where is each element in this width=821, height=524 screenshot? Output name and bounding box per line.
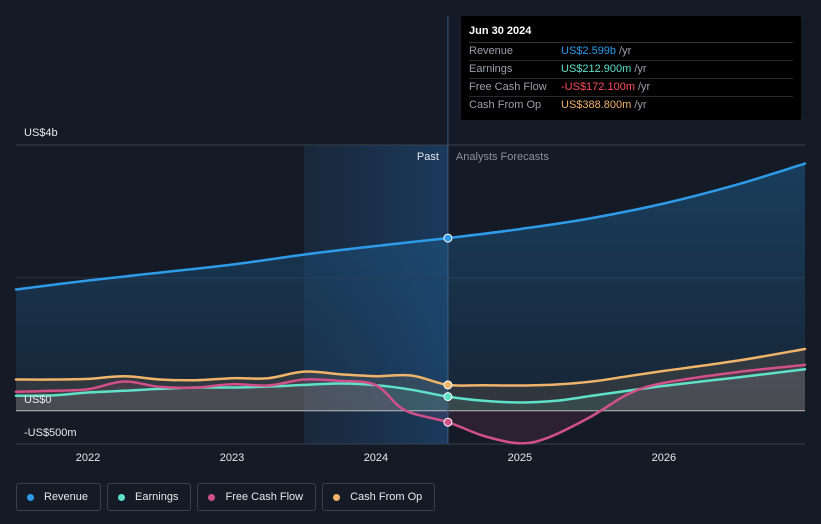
x-tick-label: 2026 — [652, 452, 676, 464]
legend-dot-icon — [27, 493, 34, 501]
tooltip-row-cfo: Cash From Op US$388.800m /yr — [469, 97, 793, 114]
tooltip-row-fcf: Free Cash Flow -US$172.100m /yr — [469, 79, 793, 97]
legend-item-cash-from-op[interactable]: Cash From Op — [322, 483, 436, 511]
area-cfo — [16, 349, 805, 411]
past-label: Past — [417, 151, 439, 163]
tooltip-row-value: US$2.599b — [561, 45, 617, 57]
legend-dot-icon — [118, 493, 126, 501]
tooltip-row-value: US$212.900m — [561, 63, 632, 75]
legend-item-revenue[interactable]: Revenue — [16, 483, 102, 511]
x-axis-ticks: 2022 2023 2024 2025 2026 — [76, 452, 676, 464]
tooltip-row-label: Revenue — [469, 45, 514, 57]
area-fcf — [16, 364, 805, 444]
tooltip-row-label: Free Cash Flow — [469, 81, 547, 93]
forecast-label: Analysts Forecasts — [456, 151, 549, 163]
x-tick-label: 2025 — [508, 452, 532, 464]
tooltip-row-unit: /yr — [619, 45, 632, 57]
y-label-top: US$4b — [24, 127, 58, 139]
tooltip-row-unit: /yr — [638, 81, 651, 93]
tooltip-row-label: Earnings — [469, 63, 513, 75]
x-tick-label: 2023 — [220, 452, 244, 464]
tooltip-row-earnings: Earnings US$212.900m /yr — [469, 61, 793, 79]
legend-dot-icon — [208, 493, 216, 501]
series-markers — [443, 233, 453, 427]
line-cfo — [14, 347, 807, 387]
line-revenue — [14, 162, 807, 291]
tooltip-date: Jun 30 2024 — [469, 24, 793, 43]
legend-item-free-cash-flow[interactable]: Free Cash Flow — [197, 483, 317, 511]
tooltip-row-value: -US$172.100m — [561, 81, 635, 93]
line-fcf — [14, 363, 807, 445]
marker-earnings — [443, 392, 453, 402]
tooltip-row-unit: /yr — [634, 63, 647, 75]
series-lines — [14, 162, 807, 445]
tooltip-row-label: Cash From Op — [469, 99, 542, 111]
x-tick-label: 2022 — [76, 452, 100, 464]
legend-label: Cash From Op — [350, 491, 423, 503]
y-label-bottom: -US$500m — [24, 427, 77, 439]
y-label-zero: US$0 — [24, 394, 52, 406]
legend-label: Free Cash Flow — [225, 491, 304, 503]
x-tick-label: 2024 — [364, 452, 388, 464]
marker-revenue — [443, 233, 453, 243]
legend-item-earnings[interactable]: Earnings — [107, 483, 192, 511]
legend: Revenue Earnings Free Cash Flow Cash Fro… — [16, 483, 436, 511]
legend-dot-icon — [333, 493, 341, 501]
marker-fcf — [443, 417, 453, 427]
tooltip-row-unit: /yr — [634, 99, 647, 111]
legend-label: Revenue — [44, 491, 89, 503]
tooltip-row-value: US$388.800m — [561, 99, 632, 111]
marker-cfo — [443, 380, 453, 390]
tooltip-row-revenue: Revenue US$2.599b /yr — [469, 43, 793, 61]
tooltip: Jun 30 2024 Revenue US$2.599b /yr Earnin… — [461, 16, 801, 120]
area-revenue — [16, 163, 805, 411]
legend-label: Earnings — [135, 491, 179, 503]
